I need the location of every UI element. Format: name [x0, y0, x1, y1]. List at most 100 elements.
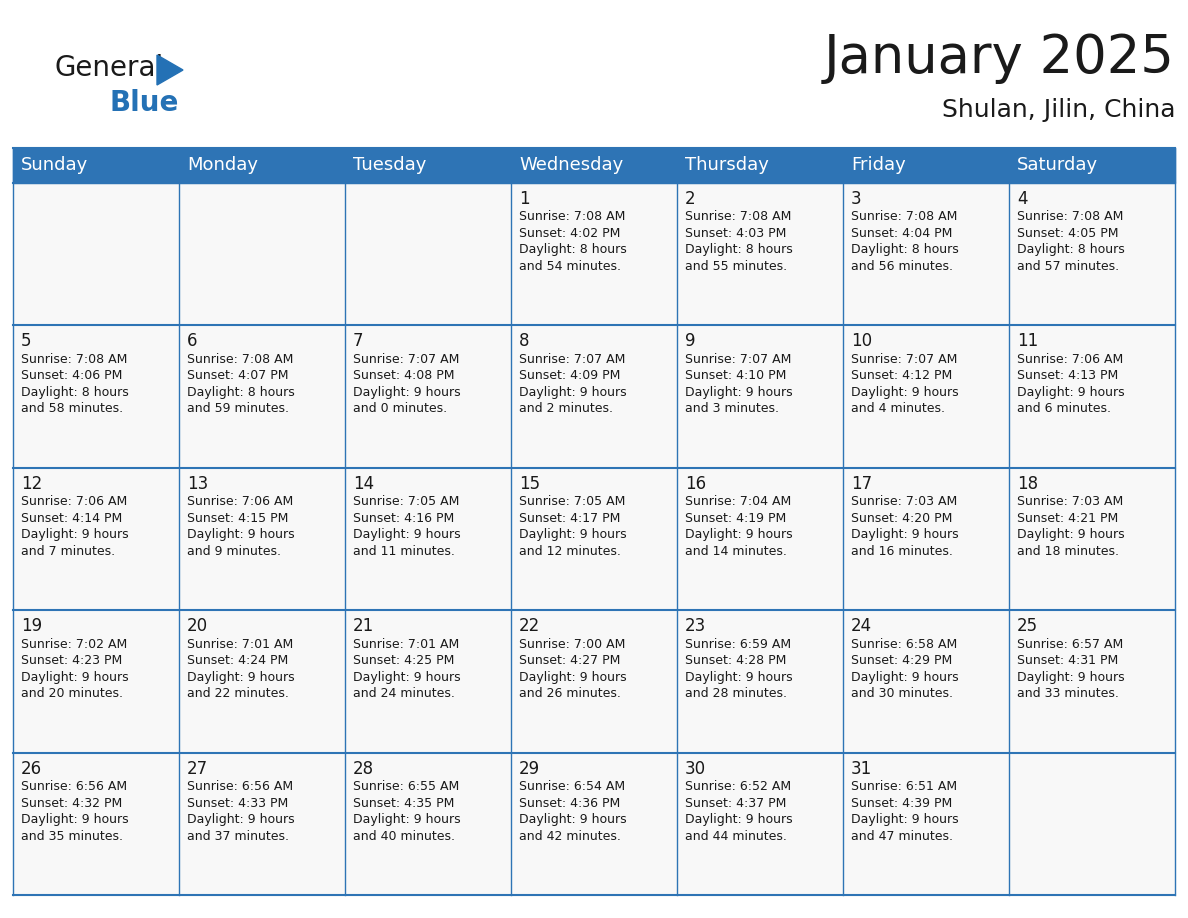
Text: and 20 minutes.: and 20 minutes. [21, 688, 124, 700]
Text: Sunrise: 6:57 AM: Sunrise: 6:57 AM [1017, 638, 1123, 651]
Text: Daylight: 9 hours: Daylight: 9 hours [519, 386, 626, 399]
Text: Sunrise: 6:56 AM: Sunrise: 6:56 AM [187, 780, 293, 793]
Text: and 40 minutes.: and 40 minutes. [353, 830, 455, 843]
Text: and 57 minutes.: and 57 minutes. [1017, 260, 1119, 273]
Text: and 47 minutes.: and 47 minutes. [851, 830, 953, 843]
Text: Sunset: 4:29 PM: Sunset: 4:29 PM [851, 655, 953, 667]
Text: and 12 minutes.: and 12 minutes. [519, 544, 621, 558]
Text: Sunset: 4:02 PM: Sunset: 4:02 PM [519, 227, 620, 240]
Text: Sunset: 4:17 PM: Sunset: 4:17 PM [519, 512, 620, 525]
Text: 13: 13 [187, 475, 208, 493]
Text: Daylight: 9 hours: Daylight: 9 hours [685, 528, 792, 542]
Text: and 37 minutes.: and 37 minutes. [187, 830, 289, 843]
Text: and 0 minutes.: and 0 minutes. [353, 402, 447, 416]
Text: Daylight: 9 hours: Daylight: 9 hours [519, 528, 626, 542]
Text: and 9 minutes.: and 9 minutes. [187, 544, 282, 558]
Text: Sunset: 4:23 PM: Sunset: 4:23 PM [21, 655, 122, 667]
Text: and 6 minutes.: and 6 minutes. [1017, 402, 1111, 416]
Text: Sunrise: 7:07 AM: Sunrise: 7:07 AM [851, 353, 958, 366]
Text: and 24 minutes.: and 24 minutes. [353, 688, 455, 700]
Text: Sunset: 4:33 PM: Sunset: 4:33 PM [187, 797, 289, 810]
Text: Sunset: 4:27 PM: Sunset: 4:27 PM [519, 655, 620, 667]
Text: Sunset: 4:21 PM: Sunset: 4:21 PM [1017, 512, 1118, 525]
Text: Daylight: 9 hours: Daylight: 9 hours [353, 528, 461, 542]
Text: 10: 10 [851, 332, 872, 351]
Text: Daylight: 9 hours: Daylight: 9 hours [519, 671, 626, 684]
Text: and 44 minutes.: and 44 minutes. [685, 830, 786, 843]
Text: Sunrise: 6:51 AM: Sunrise: 6:51 AM [851, 780, 958, 793]
Polygon shape [157, 55, 183, 85]
Text: and 59 minutes.: and 59 minutes. [187, 402, 289, 416]
Text: Sunset: 4:09 PM: Sunset: 4:09 PM [519, 369, 620, 383]
Text: Daylight: 9 hours: Daylight: 9 hours [851, 386, 959, 399]
Text: 12: 12 [21, 475, 43, 493]
Text: 30: 30 [685, 759, 706, 778]
Text: Sunset: 4:14 PM: Sunset: 4:14 PM [21, 512, 122, 525]
Text: Sunset: 4:32 PM: Sunset: 4:32 PM [21, 797, 122, 810]
Text: and 3 minutes.: and 3 minutes. [685, 402, 779, 416]
Text: 26: 26 [21, 759, 42, 778]
Text: 31: 31 [851, 759, 872, 778]
Text: Sunrise: 7:07 AM: Sunrise: 7:07 AM [519, 353, 625, 366]
Text: 25: 25 [1017, 617, 1038, 635]
Text: 3: 3 [851, 190, 861, 208]
Text: Sunrise: 7:05 AM: Sunrise: 7:05 AM [353, 496, 460, 509]
Text: Wednesday: Wednesday [519, 156, 624, 174]
Text: Daylight: 9 hours: Daylight: 9 hours [685, 671, 792, 684]
Text: Sunrise: 7:02 AM: Sunrise: 7:02 AM [21, 638, 127, 651]
Text: and 55 minutes.: and 55 minutes. [685, 260, 788, 273]
Text: and 16 minutes.: and 16 minutes. [851, 544, 953, 558]
Text: Sunrise: 7:08 AM: Sunrise: 7:08 AM [685, 210, 791, 223]
Text: and 56 minutes.: and 56 minutes. [851, 260, 953, 273]
Text: Sunset: 4:24 PM: Sunset: 4:24 PM [187, 655, 289, 667]
Text: Sunset: 4:28 PM: Sunset: 4:28 PM [685, 655, 786, 667]
Text: Sunrise: 7:06 AM: Sunrise: 7:06 AM [1017, 353, 1123, 366]
Text: Sunset: 4:03 PM: Sunset: 4:03 PM [685, 227, 786, 240]
Text: Sunset: 4:10 PM: Sunset: 4:10 PM [685, 369, 786, 383]
Text: Daylight: 8 hours: Daylight: 8 hours [851, 243, 959, 256]
Text: Sunrise: 7:08 AM: Sunrise: 7:08 AM [519, 210, 625, 223]
Text: and 18 minutes.: and 18 minutes. [1017, 544, 1119, 558]
Text: 14: 14 [353, 475, 374, 493]
Text: 22: 22 [519, 617, 541, 635]
Text: 19: 19 [21, 617, 42, 635]
Bar [13, 610, 1175, 753]
Text: and 28 minutes.: and 28 minutes. [685, 688, 786, 700]
Text: 24: 24 [851, 617, 872, 635]
Text: Sunrise: 6:59 AM: Sunrise: 6:59 AM [685, 638, 791, 651]
Text: 21: 21 [353, 617, 374, 635]
Text: Sunrise: 7:08 AM: Sunrise: 7:08 AM [187, 353, 293, 366]
Text: 6: 6 [187, 332, 197, 351]
Text: Sunrise: 7:07 AM: Sunrise: 7:07 AM [685, 353, 791, 366]
Text: Sunrise: 7:04 AM: Sunrise: 7:04 AM [685, 496, 791, 509]
Text: Daylight: 9 hours: Daylight: 9 hours [1017, 671, 1125, 684]
Text: Daylight: 9 hours: Daylight: 9 hours [187, 671, 295, 684]
Text: and 2 minutes.: and 2 minutes. [519, 402, 613, 416]
Text: Sunset: 4:06 PM: Sunset: 4:06 PM [21, 369, 122, 383]
Text: Sunset: 4:04 PM: Sunset: 4:04 PM [851, 227, 953, 240]
Text: Sunset: 4:05 PM: Sunset: 4:05 PM [1017, 227, 1118, 240]
Text: Sunrise: 7:08 AM: Sunrise: 7:08 AM [851, 210, 958, 223]
Text: General: General [55, 54, 164, 82]
Text: Sunset: 4:20 PM: Sunset: 4:20 PM [851, 512, 953, 525]
Text: and 26 minutes.: and 26 minutes. [519, 688, 621, 700]
Text: Sunday: Sunday [21, 156, 88, 174]
Text: 15: 15 [519, 475, 541, 493]
Text: and 11 minutes.: and 11 minutes. [353, 544, 455, 558]
Text: Sunrise: 6:58 AM: Sunrise: 6:58 AM [851, 638, 958, 651]
Text: Daylight: 8 hours: Daylight: 8 hours [187, 386, 295, 399]
Text: and 22 minutes.: and 22 minutes. [187, 688, 289, 700]
Text: Daylight: 9 hours: Daylight: 9 hours [1017, 386, 1125, 399]
Text: Sunset: 4:36 PM: Sunset: 4:36 PM [519, 797, 620, 810]
Text: Sunrise: 7:08 AM: Sunrise: 7:08 AM [21, 353, 127, 366]
Text: Daylight: 8 hours: Daylight: 8 hours [21, 386, 128, 399]
Text: 16: 16 [685, 475, 706, 493]
Text: Daylight: 9 hours: Daylight: 9 hours [685, 813, 792, 826]
Text: 1: 1 [519, 190, 530, 208]
Text: Daylight: 8 hours: Daylight: 8 hours [519, 243, 627, 256]
Bar [13, 183, 1175, 325]
Text: Sunrise: 6:56 AM: Sunrise: 6:56 AM [21, 780, 127, 793]
Text: Sunset: 4:13 PM: Sunset: 4:13 PM [1017, 369, 1118, 383]
Text: Sunset: 4:25 PM: Sunset: 4:25 PM [353, 655, 454, 667]
Text: 7: 7 [353, 332, 364, 351]
